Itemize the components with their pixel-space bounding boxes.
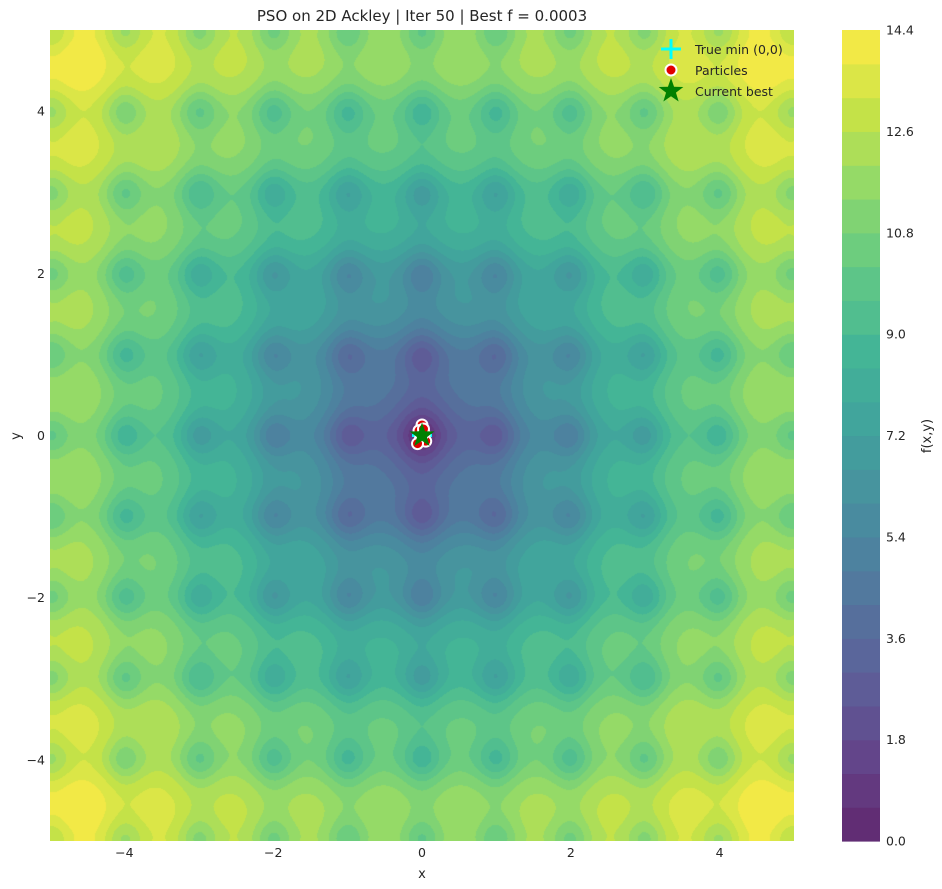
colorbar-tick-label: 7.2 bbox=[886, 428, 906, 443]
colorbar-band bbox=[842, 807, 880, 842]
x-tick-label: 2 bbox=[567, 845, 575, 860]
colorbar-band bbox=[842, 536, 880, 572]
legend-label-particles: Particles bbox=[695, 63, 748, 78]
y-tick-label: −4 bbox=[27, 752, 45, 767]
colorbar-tick-label: 5.4 bbox=[886, 529, 906, 544]
colorbar-tick-label: 12.6 bbox=[886, 124, 914, 139]
colorbar-label: f(x,y) bbox=[920, 419, 935, 453]
colorbar-band bbox=[842, 131, 880, 166]
colorbar-band bbox=[842, 570, 880, 606]
legend: True min (0,0) Particles Current best bbox=[658, 39, 783, 102]
colorbar-band bbox=[842, 30, 880, 65]
colorbar-band bbox=[842, 705, 880, 741]
legend-label-true-min: True min (0,0) bbox=[694, 42, 783, 57]
colorbar-ticks: 0.0 1.8 3.6 5.4 7.2 9.0 10.8 12.6 14.4 bbox=[886, 23, 914, 849]
x-axis-label: x bbox=[418, 867, 426, 882]
colorbar-tick-label: 0.0 bbox=[886, 834, 906, 849]
colorbar-band bbox=[842, 435, 880, 470]
legend-star-icon bbox=[658, 78, 684, 102]
y-tick-label: −2 bbox=[27, 590, 45, 605]
current-best-marker bbox=[409, 422, 435, 447]
colorbar-band bbox=[842, 165, 880, 200]
legend-entry-current-best: Current best bbox=[658, 78, 773, 102]
colorbar-band bbox=[842, 604, 880, 639]
legend-label-current-best: Current best bbox=[695, 84, 773, 99]
x-tick-label: 4 bbox=[716, 845, 724, 860]
x-tick-label: 0 bbox=[418, 845, 426, 860]
colorbar-band bbox=[842, 334, 880, 369]
legend-cross-icon bbox=[661, 39, 681, 59]
x-axis-ticks: −4 −2 0 2 4 bbox=[115, 845, 723, 860]
colorbar-tick-label: 1.8 bbox=[886, 732, 906, 747]
y-axis-label: y bbox=[9, 432, 24, 440]
legend-particle-icon bbox=[664, 63, 678, 77]
colorbar-band bbox=[842, 300, 880, 335]
plot-markers bbox=[409, 418, 435, 451]
x-tick-label: −4 bbox=[115, 845, 133, 860]
colorbar: 0.0 1.8 3.6 5.4 7.2 9.0 10.8 12.6 14.4 f(x,y) bbox=[842, 23, 935, 849]
legend-entry-true-min: True min (0,0) bbox=[661, 39, 783, 59]
colorbar-band bbox=[842, 232, 880, 268]
y-tick-label: 2 bbox=[37, 266, 45, 281]
colorbar-band bbox=[842, 367, 880, 403]
colorbar-band bbox=[842, 773, 880, 808]
chart-title: PSO on 2D Ackley | Iter 50 | Best f = 0.… bbox=[257, 7, 587, 25]
y-tick-label: 4 bbox=[37, 104, 45, 119]
colorbar-tick-label: 10.8 bbox=[886, 225, 914, 240]
colorbar-band bbox=[842, 198, 880, 234]
y-tick-label: 0 bbox=[37, 428, 45, 443]
colorbar-band bbox=[842, 469, 880, 504]
colorbar-band bbox=[842, 266, 880, 301]
colorbar-band bbox=[842, 739, 880, 775]
colorbar-tick-label: 14.4 bbox=[886, 23, 914, 38]
colorbar-band bbox=[842, 401, 880, 437]
colorbar-band bbox=[842, 63, 880, 99]
colorbar-bands bbox=[842, 30, 880, 842]
colorbar-tick-label: 3.6 bbox=[886, 631, 906, 646]
x-tick-label: −2 bbox=[264, 845, 282, 860]
colorbar-band bbox=[842, 638, 880, 673]
colorbar-band bbox=[842, 503, 880, 538]
plot-area bbox=[50, 30, 794, 841]
legend-entry-particles: Particles bbox=[664, 63, 748, 78]
y-axis-ticks: −4 −2 0 2 4 bbox=[27, 104, 45, 768]
colorbar-band bbox=[842, 97, 880, 132]
colorbar-band bbox=[842, 672, 880, 707]
colorbar-tick-label: 9.0 bbox=[886, 327, 906, 342]
